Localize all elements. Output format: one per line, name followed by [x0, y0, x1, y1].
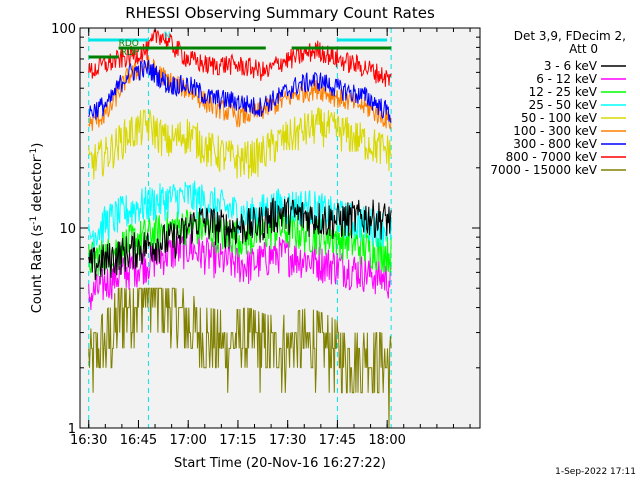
legend-label-5: 100 - 300 keV	[513, 124, 597, 138]
x-tick-label-1: 16:45	[120, 433, 157, 448]
chart-title: RHESSI Observing Summary Count Rates	[125, 4, 435, 22]
series-layer	[88, 28, 392, 429]
series-line-7	[88, 28, 392, 87]
series-line-3	[88, 180, 392, 254]
y-axis-label-sup1: -1	[29, 216, 39, 225]
legend-label-1: 6 - 12 keV	[536, 72, 598, 86]
y-axis-label-part3: )	[30, 143, 45, 148]
x-tick-label-5: 17:45	[319, 433, 356, 448]
x-tick-label-6: 18:00	[368, 433, 405, 448]
y-axis-label: Count Rate (s-1 detector-1)	[29, 143, 45, 314]
x-axis-label: Start Time (20-Nov-16 16:27:22)	[174, 456, 386, 471]
series-line-1	[88, 230, 392, 311]
y-tick-label-0: 1	[68, 422, 76, 437]
legend-label-4: 50 - 100 keV	[521, 111, 598, 125]
flag-label-2: RDP	[121, 48, 140, 58]
y-axis-ticks: 1 10 100	[51, 22, 480, 437]
series-line-4	[88, 106, 392, 180]
series-line-2	[88, 209, 392, 277]
legend-label-8: 7000 - 15000 keV	[490, 163, 597, 177]
flag-label-1: RDO	[119, 39, 139, 49]
y-tick-label-1: 10	[59, 222, 76, 237]
legend-header-2: Att 0	[569, 42, 598, 56]
x-axis-ticks: 16:30 16:45 17:00 17:15 17:30 17:45 18:00	[70, 28, 471, 448]
y-axis-label-part1: Count Rate (s	[30, 225, 45, 314]
series-line-0	[88, 197, 392, 281]
date-stamp: 1-Sep-2022 17:11	[555, 467, 636, 477]
flag-label-0: N	[164, 31, 171, 41]
series-line-6	[88, 59, 392, 123]
series-line-8	[88, 287, 392, 429]
legend-label-7: 800 - 7000 keV	[506, 150, 598, 164]
x-tick-label-4: 17:30	[269, 433, 306, 448]
x-tick-label-0: 16:30	[70, 433, 107, 448]
y-axis-label-sup2: -1	[29, 148, 39, 157]
y-tick-label-2: 100	[51, 22, 76, 37]
legend-label-3: 25 - 50 keV	[529, 98, 598, 112]
legend-header-1: Det 3,9, FDecim 2,	[514, 29, 626, 43]
y-axis-label-part2: detector	[30, 156, 45, 216]
legend-label-6: 300 - 800 keV	[513, 137, 597, 151]
legend-label-2: 12 - 25 keV	[529, 85, 598, 99]
x-tick-label-2: 17:00	[169, 433, 206, 448]
legend-label-0: 3 - 6 keV	[544, 59, 598, 73]
x-tick-label-3: 17:15	[219, 433, 256, 448]
